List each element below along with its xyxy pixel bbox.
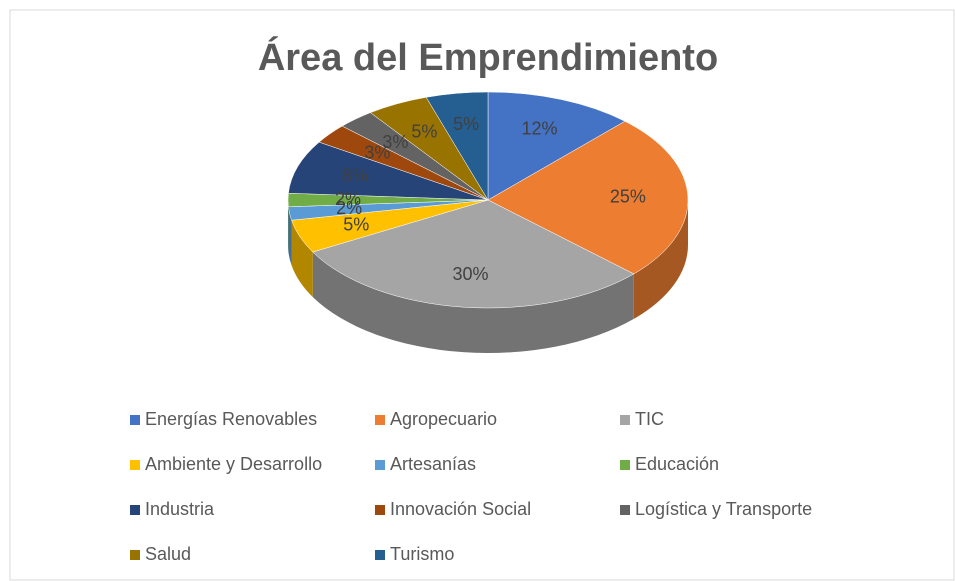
data-label: 3% [382, 132, 408, 152]
legend-swatch [375, 505, 385, 515]
chart-title: Área del Emprendimiento [258, 35, 718, 79]
data-label: 2% [335, 189, 361, 209]
slice-side [288, 206, 292, 266]
legend-swatch [375, 550, 385, 560]
legend-swatch [130, 415, 140, 425]
slice-side [291, 220, 313, 298]
legend-label: Logística y Transporte [635, 499, 812, 519]
data-label: 12% [522, 118, 558, 138]
data-label: 5% [343, 214, 369, 234]
legend-swatch [130, 550, 140, 560]
data-label: 8% [342, 165, 368, 185]
legend-label: TIC [635, 409, 664, 429]
data-label: 2% [336, 198, 362, 218]
legend-label: Ambiente y Desarrollo [145, 454, 322, 474]
legend-label: Industria [145, 499, 215, 519]
slice [487, 120, 689, 275]
legend-swatch [130, 505, 140, 515]
legend-label: Artesanías [390, 454, 476, 474]
slice-side [312, 252, 634, 353]
legend-swatch [620, 415, 630, 425]
slice [312, 199, 635, 309]
legend-swatch [375, 460, 385, 470]
legend-swatch [130, 460, 140, 470]
legend-label: Energías Renovables [145, 409, 317, 429]
legend-label: Educación [635, 454, 719, 474]
data-label: 5% [453, 114, 479, 134]
legend-label: Turismo [390, 544, 454, 564]
legend-label: Innovación Social [390, 499, 531, 519]
legend-label: Agropecuario [390, 409, 497, 429]
data-label: 5% [411, 121, 437, 141]
legend-swatch [375, 415, 385, 425]
legend-swatch [620, 460, 630, 470]
slice [288, 141, 489, 201]
slice [487, 91, 626, 201]
data-label: 3% [364, 142, 390, 162]
data-label: 25% [610, 186, 646, 206]
data-label: 30% [452, 264, 488, 284]
slice-side [633, 200, 688, 319]
legend-label: Salud [145, 544, 191, 564]
legend-swatch [620, 505, 630, 515]
slice [425, 91, 489, 201]
